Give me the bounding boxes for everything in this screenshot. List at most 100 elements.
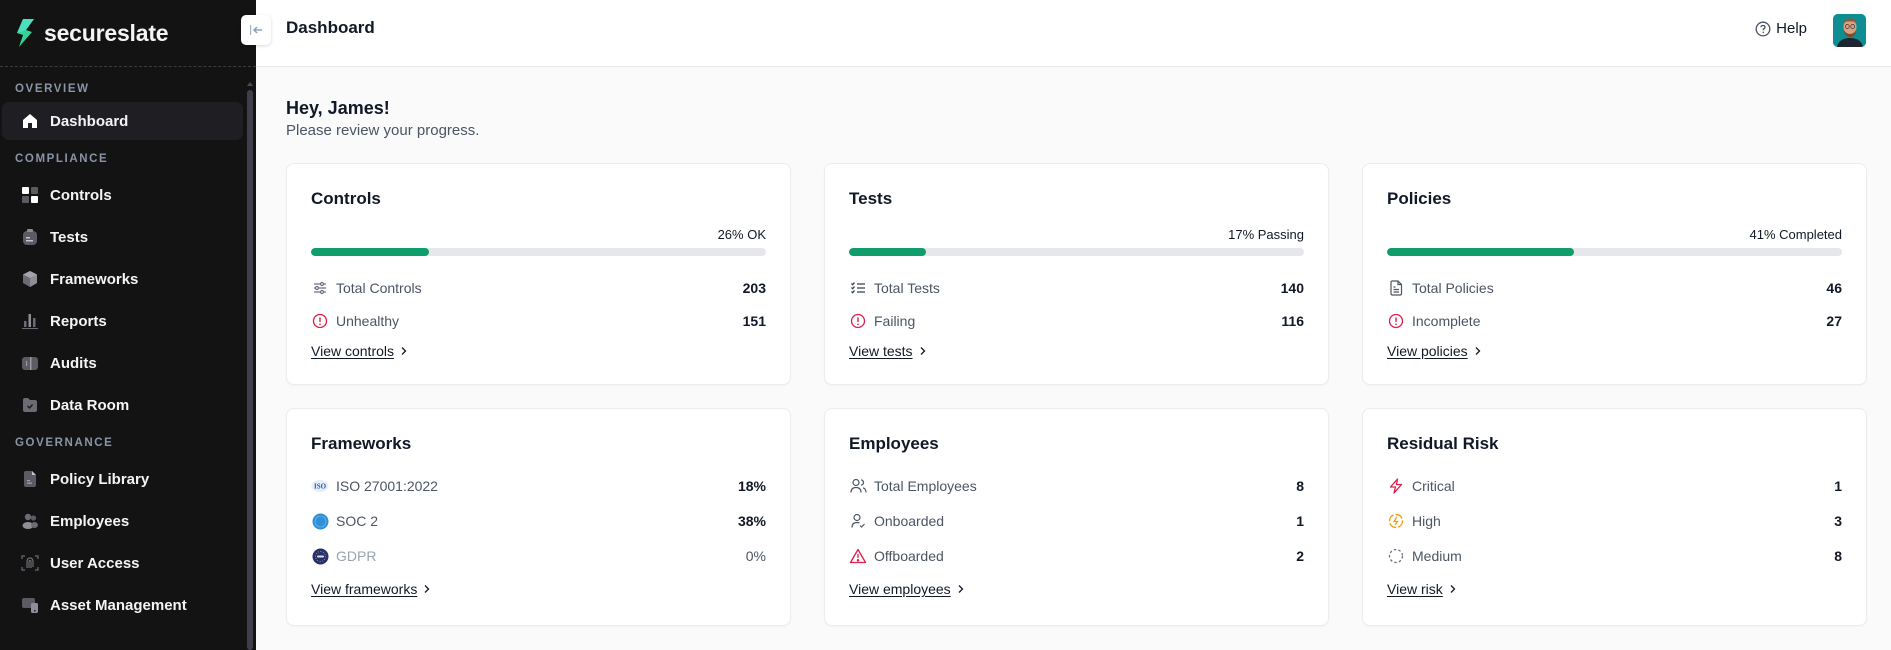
- stat-row: Total Policies 46: [1387, 278, 1842, 298]
- chevron-right-icon: [1475, 347, 1481, 355]
- progress-bar: [849, 248, 1304, 256]
- framework-row-gdpr[interactable]: GDPR 0%: [311, 546, 766, 566]
- sidebar-item-employees[interactable]: Employees: [2, 500, 243, 542]
- sidebar-item-tests[interactable]: Tests: [2, 216, 243, 258]
- users-icon: [20, 511, 40, 531]
- circle-lightning-icon: [1387, 512, 1405, 530]
- framework-value: 38%: [737, 513, 766, 529]
- arrow-left-bar-icon: [250, 25, 262, 35]
- scroll-thumb[interactable]: [247, 90, 253, 650]
- page-title: Dashboard: [286, 18, 375, 37]
- sidebar-item-label: Reports: [50, 312, 107, 330]
- sidebar-item-user-access[interactable]: User Access: [2, 542, 243, 584]
- stat-label: Total Employees: [874, 478, 977, 494]
- stat-value: 3: [1834, 513, 1842, 529]
- sidebar-item-policy-library[interactable]: Policy Library: [2, 458, 243, 500]
- stat-value: 27: [1826, 313, 1842, 329]
- stat-row: Incomplete 27: [1387, 311, 1842, 331]
- section-label-overview: OVERVIEW: [15, 83, 90, 95]
- sidebar-item-frameworks[interactable]: Frameworks: [2, 258, 243, 300]
- chevron-right-icon: [1450, 585, 1456, 593]
- folder-check-icon: [20, 395, 40, 415]
- stat-row: Unhealthy 151: [311, 311, 766, 331]
- user-avatar[interactable]: [1833, 14, 1866, 47]
- sidebar-item-dashboard[interactable]: Dashboard: [2, 102, 243, 140]
- view-risk-link[interactable]: View risk: [1387, 581, 1457, 597]
- framework-label: SOC 2: [336, 513, 379, 529]
- chevron-right-icon: [958, 585, 964, 593]
- book-icon: [20, 353, 40, 373]
- sidebar-item-label: Data Room: [50, 396, 130, 414]
- sliders-icon: [311, 279, 329, 297]
- stat-value: 116: [1281, 313, 1304, 329]
- stat-value: 140: [1280, 280, 1304, 296]
- chevron-right-icon: [401, 347, 407, 355]
- scroll-up-arrow-icon[interactable]: [247, 82, 253, 86]
- stat-row: Failing 116: [849, 311, 1304, 331]
- sidebar-item-label: Policy Library: [50, 470, 150, 488]
- card-title: Tests: [849, 189, 893, 208]
- card-title: Controls: [311, 189, 381, 208]
- card-title: Residual Risk: [1387, 434, 1499, 453]
- progress-label: 26% OK: [717, 227, 766, 242]
- stat-label: Offboarded: [874, 548, 944, 564]
- sidebar-item-audits[interactable]: Audits: [2, 342, 243, 384]
- view-tests-link[interactable]: View tests: [849, 343, 927, 359]
- user-check-icon: [849, 512, 867, 530]
- progress-label: 17% Passing: [1228, 227, 1304, 242]
- help-circle-icon: [1755, 21, 1771, 36]
- stat-label: Total Controls: [336, 280, 422, 296]
- sidebar-item-reports[interactable]: Reports: [2, 300, 243, 342]
- warning-triangle-icon: [849, 547, 867, 565]
- sidebar-item-data-room[interactable]: Data Room: [2, 384, 243, 426]
- progress-bar: [311, 248, 766, 256]
- gdpr-logo-icon: [311, 547, 329, 565]
- card-title: Employees: [849, 434, 939, 453]
- view-frameworks-link[interactable]: View frameworks: [311, 581, 431, 597]
- sidebar-item-label: Audits: [50, 354, 97, 372]
- users-outline-icon: [849, 477, 867, 495]
- chevron-right-icon: [424, 585, 430, 593]
- sidebar-item-controls[interactable]: Controls: [2, 174, 243, 216]
- alert-circle-icon: [311, 312, 329, 330]
- employees-card: Employees Total Employees 8 Onboarded 1 …: [824, 408, 1329, 626]
- view-controls-link[interactable]: View controls: [311, 343, 408, 359]
- framework-row-iso[interactable]: ISO ISO 27001:2022 18%: [311, 476, 766, 496]
- stat-value: 8: [1296, 478, 1304, 494]
- greeting-subtitle: Please review your progress.: [286, 122, 480, 139]
- sidebar-scrollbar[interactable]: [246, 80, 254, 650]
- view-policies-link[interactable]: View policies: [1387, 343, 1482, 359]
- view-employees-link[interactable]: View employees: [849, 581, 965, 597]
- progress-label: 41% Completed: [1749, 227, 1843, 242]
- top-header: Dashboard Help: [256, 0, 1891, 67]
- framework-row-soc2[interactable]: SOC 2 38%: [311, 511, 766, 531]
- sidebar-item-asset-management[interactable]: Asset Management: [2, 584, 243, 626]
- residual-risk-card: Residual Risk Critical 1 High 3 Medium 8…: [1362, 408, 1867, 626]
- collapse-sidebar-button[interactable]: [241, 15, 271, 45]
- iso-logo-icon: ISO: [311, 477, 329, 495]
- grid-icon: [20, 185, 40, 205]
- alert-circle-icon: [849, 312, 867, 330]
- sidebar-item-label: Tests: [50, 228, 89, 246]
- stat-row: Onboarded 1: [849, 511, 1304, 531]
- alert-circle-icon: [1387, 312, 1405, 330]
- stat-row: Offboarded 2: [849, 546, 1304, 566]
- brand[interactable]: secureslate: [0, 0, 256, 67]
- stat-label: High: [1412, 513, 1441, 529]
- stat-label: Critical: [1412, 478, 1455, 494]
- secureslate-logo-icon: [17, 19, 34, 47]
- risk-row-critical: Critical 1: [1387, 476, 1842, 496]
- stat-value: 1: [1296, 513, 1304, 529]
- stat-label: Onboarded: [874, 513, 945, 529]
- stat-value: 46: [1826, 280, 1842, 296]
- risk-row-medium: Medium 8: [1387, 546, 1842, 566]
- main-content: Hey, James! Please review your progress.…: [256, 68, 1891, 650]
- progress-fill: [311, 248, 430, 256]
- bar-chart-icon: [20, 311, 40, 331]
- file-text-icon: [1387, 279, 1405, 297]
- section-label-governance: GOVERNANCE: [15, 437, 114, 449]
- stat-value: 203: [742, 280, 766, 296]
- chevron-right-icon: [920, 347, 925, 355]
- stat-value: 1: [1834, 478, 1842, 494]
- help-button[interactable]: Help: [1755, 20, 1807, 37]
